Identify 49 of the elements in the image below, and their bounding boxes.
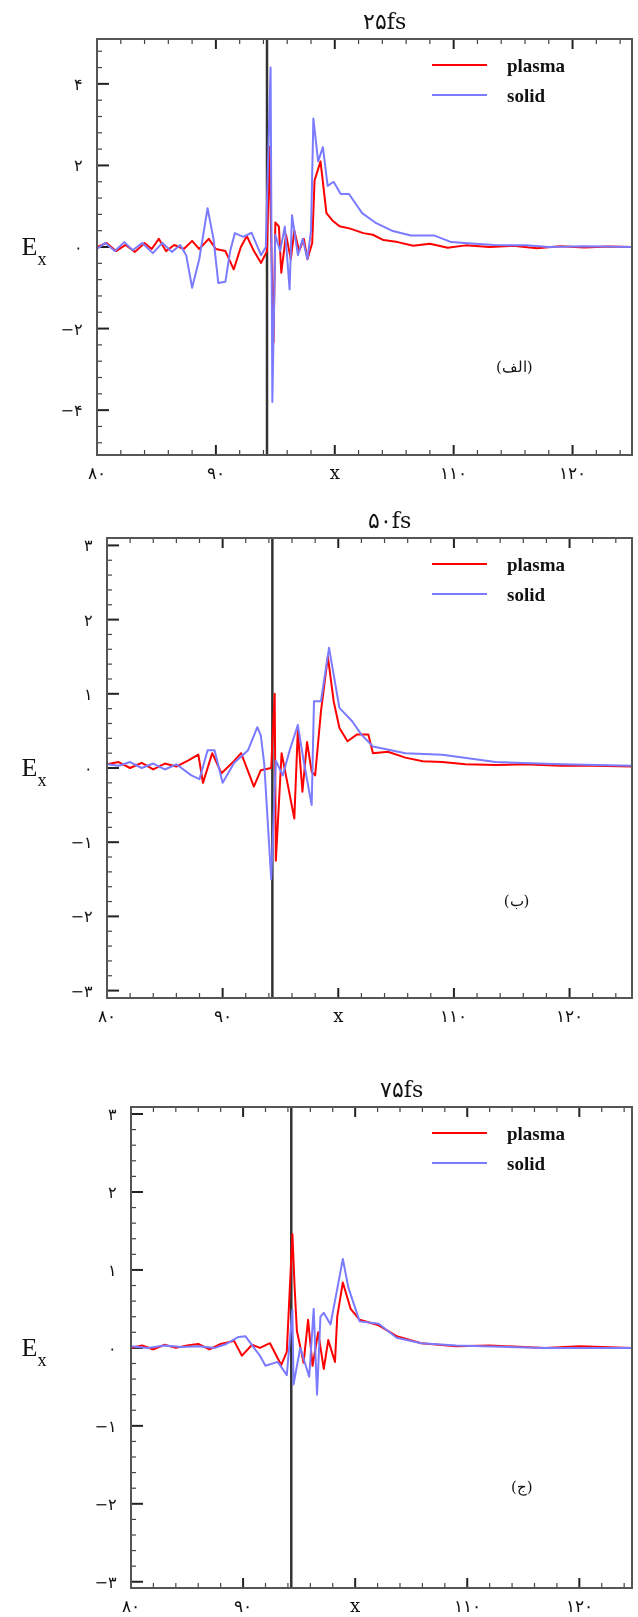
x-tick-label: ۹۰ xyxy=(234,1596,253,1616)
legend-label: plasma xyxy=(507,1123,566,1144)
y-tick-label: −۳ xyxy=(70,981,93,1001)
y-tick-label: −۴ xyxy=(60,401,83,421)
x-tick-label: ۱۲۰ xyxy=(556,1006,584,1026)
y-tick-label: ۲ xyxy=(108,1182,117,1202)
y-axis-title: E$_{x}$ xyxy=(21,232,47,269)
y-axis-title: E$_{x}$ xyxy=(21,1332,47,1370)
y-tick-label: ۰ xyxy=(108,1338,117,1358)
y-tick-label: ۱ xyxy=(108,1260,117,1280)
x-axis-title: x xyxy=(333,1005,344,1026)
x-tick-label: ۱۲۰ xyxy=(559,463,587,483)
chart-title: ۵۰fs xyxy=(367,508,412,533)
y-tick-label: −۱ xyxy=(94,1416,117,1436)
y-tick-label: ۲ xyxy=(74,156,83,176)
x-tick-label: ۹۰ xyxy=(206,463,225,483)
y-tick-label: −۲ xyxy=(60,319,83,339)
chart-title: ۲۵fs xyxy=(362,9,407,34)
y-tick-label: ۳ xyxy=(84,536,93,556)
y-tick-label: ۰ xyxy=(84,759,93,778)
chart-title: ۷۵fs xyxy=(379,1077,424,1102)
y-tick-label: ۰ xyxy=(74,238,83,257)
legend-label: plasma xyxy=(507,55,566,76)
y-tick-label: ۳ xyxy=(108,1105,117,1125)
x-tick-label: ۹۰ xyxy=(213,1006,232,1026)
legend-label: plasma xyxy=(507,554,566,575)
x-tick-label: ۱۱۰ xyxy=(440,463,468,483)
y-tick-label: −۲ xyxy=(70,907,93,927)
x-axis-title: x xyxy=(329,462,340,483)
x-tick-label: ۸۰ xyxy=(122,1596,140,1616)
x-tick-label: ۸۰ xyxy=(98,1006,116,1026)
y-tick-label: −۳ xyxy=(94,1572,117,1592)
annotation: (ب) xyxy=(503,892,530,910)
y-axis-title: E$_{x}$ xyxy=(21,753,47,790)
x-tick-label: ۱۱۰ xyxy=(453,1596,481,1616)
x-tick-label: ۱۱۰ xyxy=(440,1006,468,1026)
y-tick-label: ۴ xyxy=(74,74,83,94)
y-tick-label: ۱ xyxy=(84,684,93,704)
legend-label: solid xyxy=(507,584,546,605)
legend-label: solid xyxy=(507,1153,546,1174)
y-tick-label: −۱ xyxy=(70,833,93,853)
y-tick-label: ۲ xyxy=(84,610,93,630)
legend-label: solid xyxy=(507,85,546,106)
annotation: (الف) xyxy=(495,357,533,376)
y-tick-label: −۲ xyxy=(94,1494,117,1514)
x-tick-label: ۱۲۰ xyxy=(565,1596,593,1616)
annotation: (ج) xyxy=(510,1477,533,1496)
x-axis-title: x xyxy=(350,1595,361,1616)
x-tick-label: ۸۰ xyxy=(88,463,106,483)
